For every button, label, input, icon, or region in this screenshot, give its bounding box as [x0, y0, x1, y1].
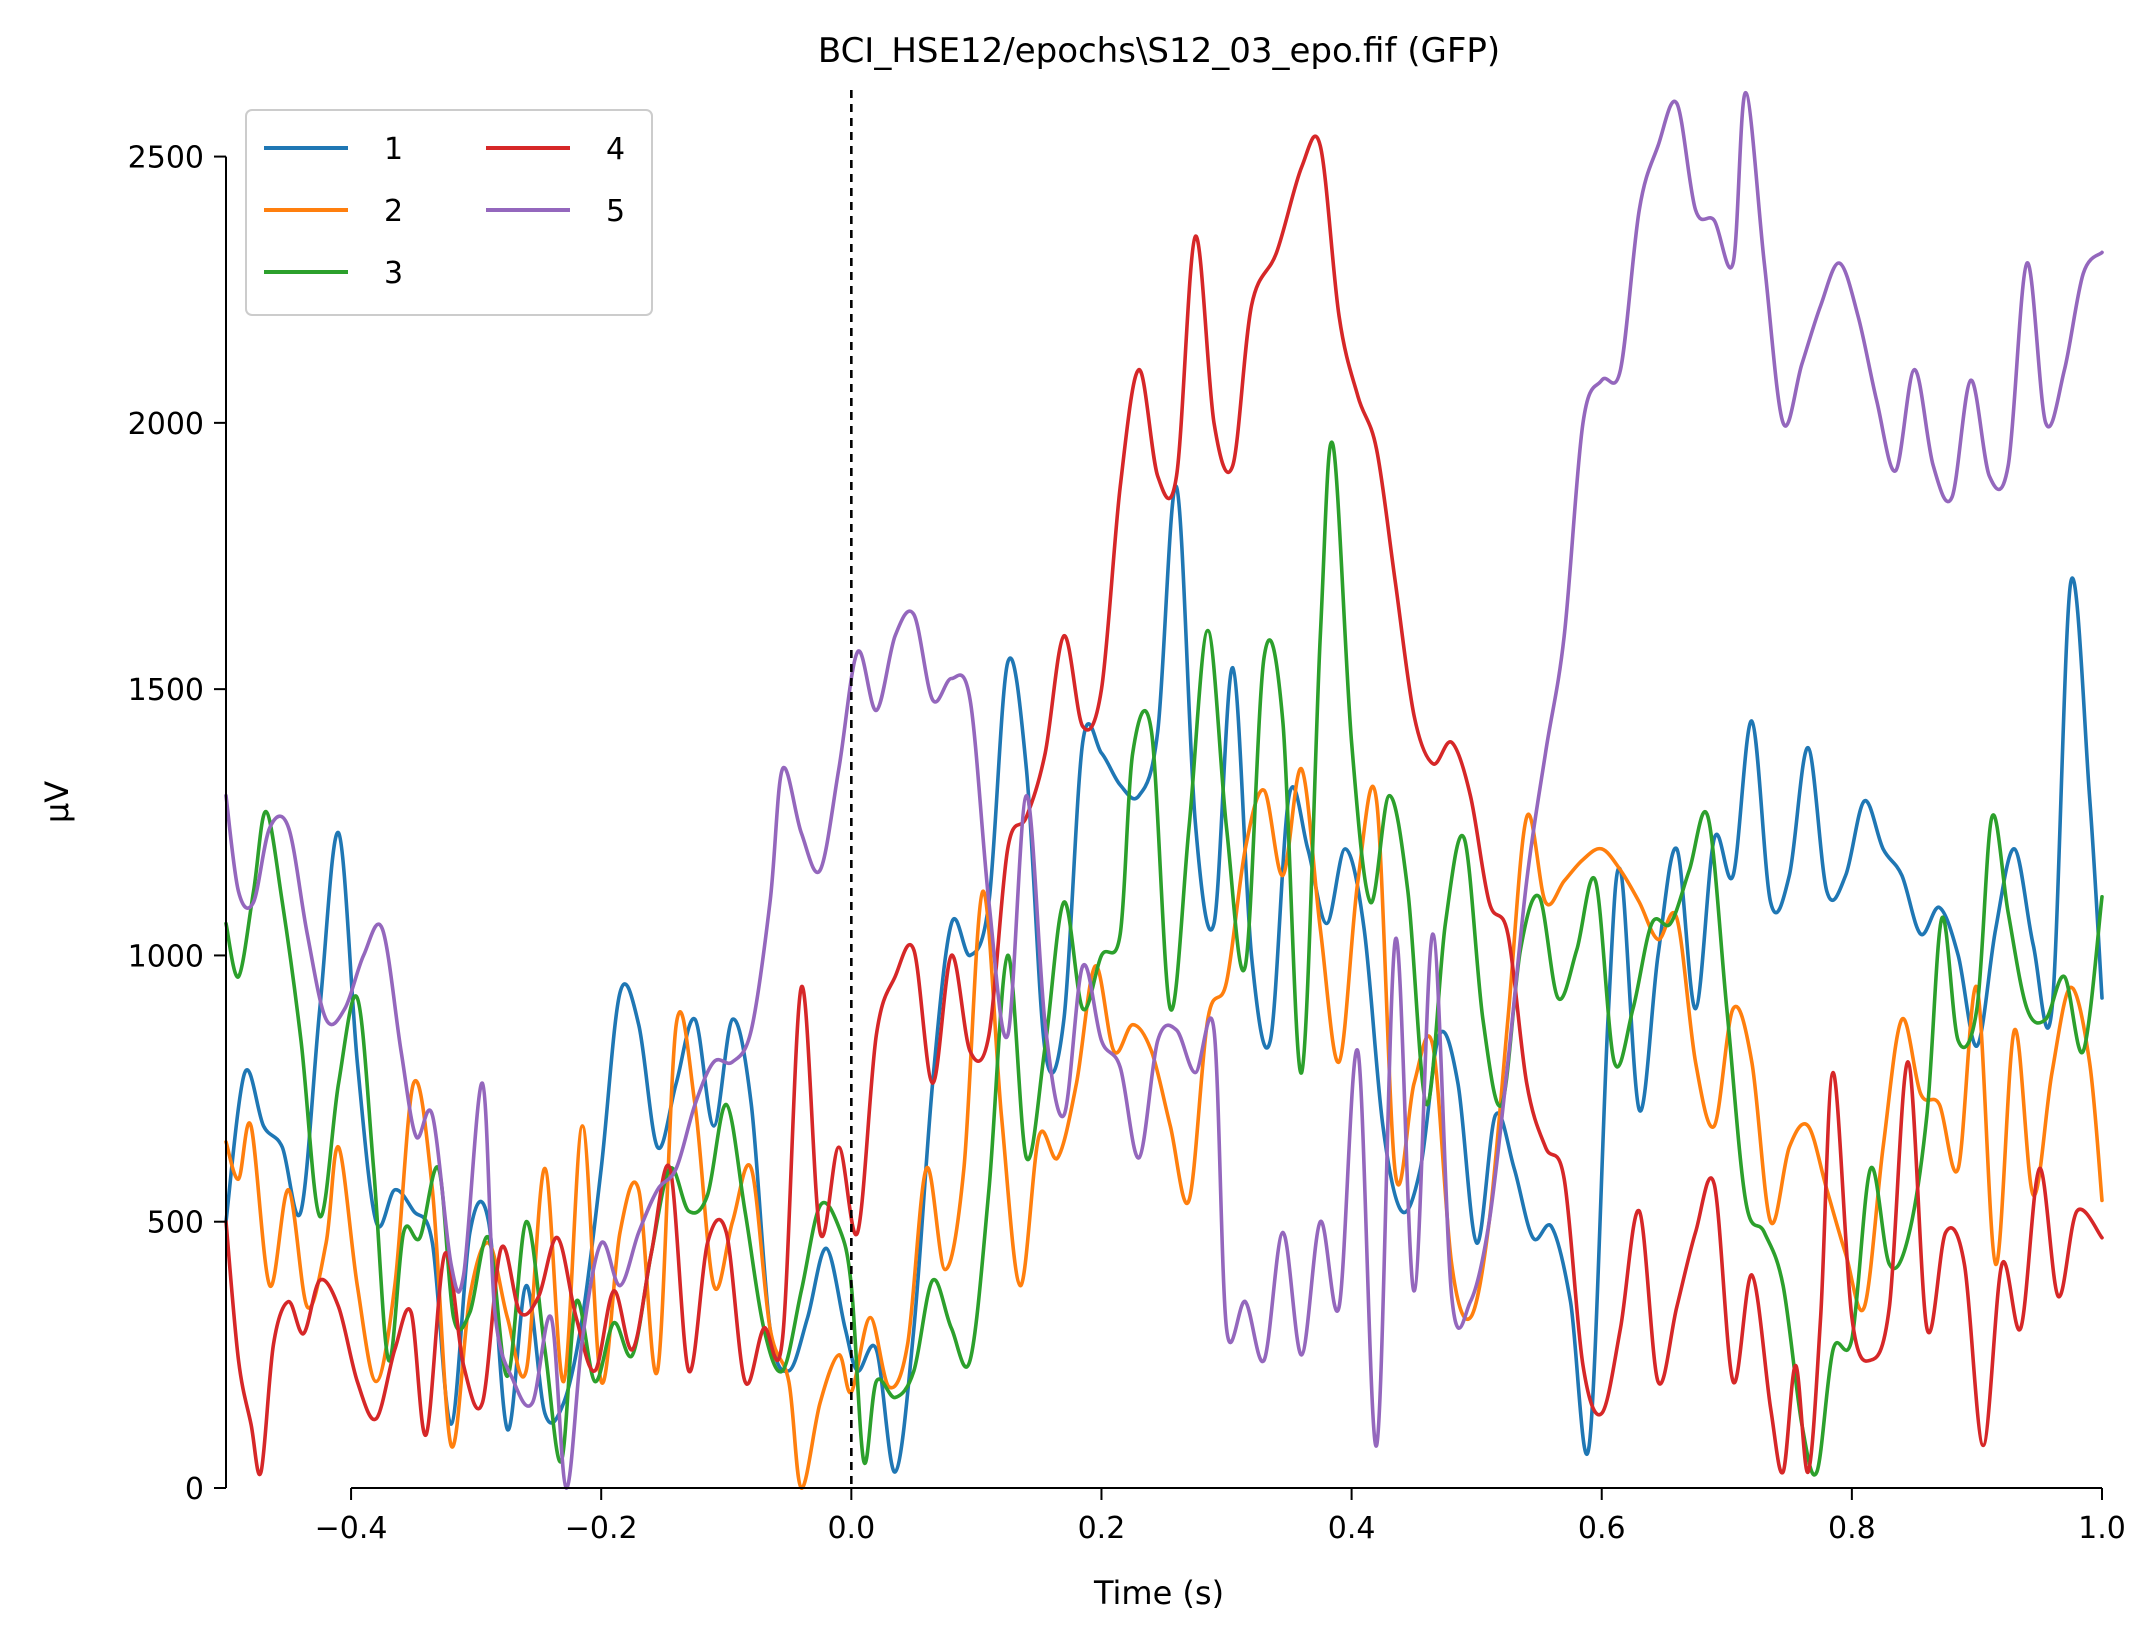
- legend-label: 2: [384, 194, 403, 229]
- x-tick-label: 1.0: [2078, 1511, 2126, 1546]
- x-tick-label: 0.2: [1078, 1511, 1126, 1546]
- series-line-4: [224, 134, 2104, 1477]
- legend-item-1: 1: [264, 132, 403, 167]
- legend-item-4: 4: [486, 132, 625, 167]
- x-tick-label: 0.4: [1328, 1511, 1376, 1546]
- x-axis-ticks: −0.4 −0.2 0.0 0.2 0.4 0.6 0.8 1.0: [315, 1488, 2126, 1546]
- legend-label: 1: [384, 132, 403, 167]
- y-tick-label: 500: [147, 1206, 204, 1241]
- series-line-2: [224, 767, 2104, 1490]
- y-axis-label: µV: [38, 781, 76, 823]
- y-tick-label: 2500: [128, 141, 204, 176]
- y-axis-ticks: 0 500 1000 1500 2000 2500: [128, 141, 226, 1507]
- y-tick-label: 2000: [128, 407, 204, 442]
- legend-label: 4: [606, 132, 625, 167]
- series-line-5: [224, 90, 2104, 1490]
- x-tick-label: 0.6: [1578, 1511, 1626, 1546]
- series-line-1: [224, 484, 2104, 1474]
- series-line-3: [224, 440, 2104, 1477]
- legend-item-3: 3: [264, 256, 403, 291]
- x-tick-label: 0.8: [1828, 1511, 1876, 1546]
- x-tick-label: −0.4: [315, 1511, 388, 1546]
- x-tick-label: 0.0: [827, 1511, 875, 1546]
- chart-title: BCI_HSE12/epochs\S12_03_epo.fif (GFP): [818, 31, 1500, 71]
- x-axis-label: Time (s): [1093, 1574, 1224, 1612]
- y-tick-label: 1500: [128, 673, 204, 708]
- axes-layer: [225, 156, 2102, 1489]
- x-tick-label: −0.2: [565, 1511, 638, 1546]
- legend-label: 3: [384, 256, 403, 291]
- y-tick-label: 0: [185, 1472, 204, 1507]
- series-layer: [224, 90, 2104, 1490]
- legend: 1 2 3 4 5: [245, 109, 653, 316]
- y-tick-label: 1000: [128, 939, 204, 974]
- legend-item-2: 2: [264, 194, 403, 229]
- legend-item-5: 5: [486, 194, 625, 229]
- legend-frame: [245, 109, 653, 316]
- legend-label: 5: [606, 194, 625, 229]
